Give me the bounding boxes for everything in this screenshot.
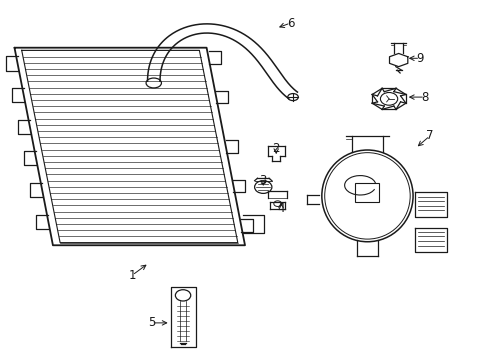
Text: 3: 3 — [260, 174, 267, 186]
Text: 8: 8 — [421, 91, 429, 104]
Text: 1: 1 — [128, 269, 136, 282]
Text: 5: 5 — [147, 316, 155, 329]
Text: 9: 9 — [416, 52, 424, 65]
Text: 7: 7 — [426, 129, 434, 143]
Text: 6: 6 — [287, 17, 294, 30]
Text: 4: 4 — [277, 202, 285, 215]
Text: 2: 2 — [272, 142, 280, 155]
